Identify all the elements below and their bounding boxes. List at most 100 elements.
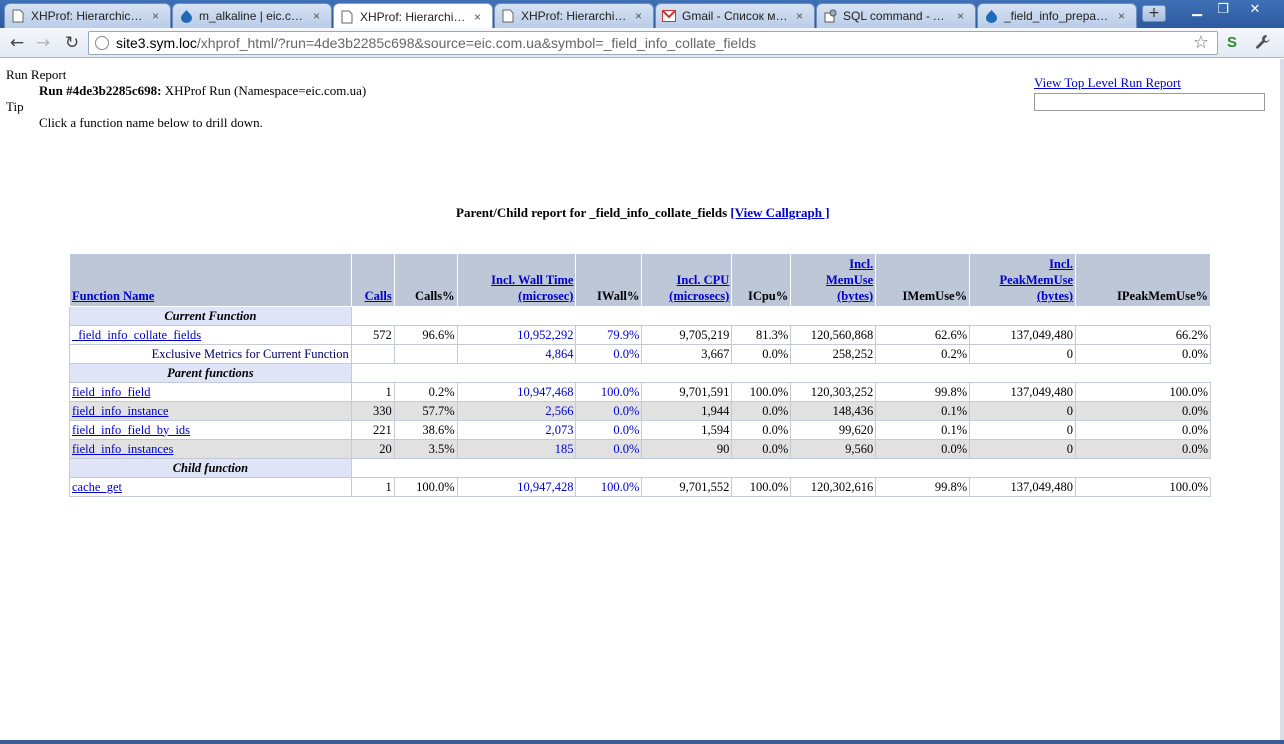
close-icon[interactable]: × xyxy=(313,9,321,23)
function-name-cell[interactable]: field_info_instance xyxy=(69,401,352,421)
tab-field-info[interactable]: _field_info_prepare... × xyxy=(977,3,1137,28)
icpu-pct-cell: 0.0% xyxy=(731,420,792,440)
header-ipeakmemuse-pct: IPeakMemUse% xyxy=(1075,253,1211,307)
header-incl-cpu[interactable]: Incl. CPU (microsecs) xyxy=(641,253,733,307)
address-bar[interactable]: site3.sym.loc/xhprof_html/?run=4de3b2285… xyxy=(88,31,1218,55)
function-name-cell[interactable]: field_info_instances xyxy=(69,439,352,459)
icpu-pct-cell: 100.0% xyxy=(731,382,792,402)
calls-pct-cell: 38.6% xyxy=(393,420,458,440)
vertical-scrollbar[interactable] xyxy=(1280,59,1284,740)
function-search-input[interactable] xyxy=(1034,93,1265,111)
url-host: site3.sym.loc xyxy=(116,35,197,51)
close-icon[interactable]: × xyxy=(474,9,482,24)
pmem-cell: 0 xyxy=(969,420,1077,440)
function-name-cell[interactable]: _field_info_collate_fields xyxy=(69,325,352,345)
tab-eic[interactable]: m_alkaline | eic.com... × xyxy=(172,3,332,28)
cpu-cell: 9,701,591 xyxy=(641,382,733,402)
iwall-pct-cell: 0.0% xyxy=(575,439,643,459)
close-icon[interactable]: × xyxy=(635,9,643,23)
tab-xhprof-active[interactable]: XHProf: Hierarchical ... × xyxy=(333,3,493,29)
view-top-level-link[interactable]: View Top Level Run Report xyxy=(1034,75,1181,90)
tab-adminer[interactable]: SQL command - Adm... × xyxy=(816,3,976,28)
restore-button[interactable]: ❐ xyxy=(1217,2,1229,17)
view-callgraph-link[interactable]: [View Callgraph ] xyxy=(730,205,830,220)
calls-cell xyxy=(350,344,395,364)
function-link: field_info_field xyxy=(72,384,151,399)
header-calls[interactable]: Calls xyxy=(350,253,395,307)
skype-extension-icon[interactable]: S xyxy=(1226,34,1237,51)
function-name-cell[interactable]: field_info_field_by_ids xyxy=(69,420,352,440)
header-calls-pct: Calls% xyxy=(393,253,458,307)
pmem-cell: 0 xyxy=(969,344,1077,364)
wall-cell: 4,864 xyxy=(456,344,577,364)
taskbar-edge xyxy=(0,740,1284,744)
section-label: Parent functions xyxy=(69,363,352,383)
minimize-button[interactable]: ▁ xyxy=(1192,2,1202,17)
tab-gmail[interactable]: Gmail - Список мыл... × xyxy=(655,3,815,28)
header-incl-wall-time[interactable]: Incl. Wall Time (microsec) xyxy=(456,253,577,307)
pmem-cell: 137,049,480 xyxy=(969,325,1077,345)
header-incl-peakmemuse[interactable]: Incl. PeakMemUse (bytes) xyxy=(969,253,1077,307)
close-icon[interactable]: × xyxy=(957,9,965,23)
tab-strip: XHProf: Hierarchical ... × m_alkaline | … xyxy=(0,0,1284,29)
pmem-cell: 137,049,480 xyxy=(969,382,1077,402)
parent-child-table: Function Name Calls Calls% Incl. Wall Ti… xyxy=(69,253,1211,497)
table-row: field_info_instances 20 3.5% 185 0.0% 90… xyxy=(69,439,1211,459)
function-name-cell[interactable]: field_info_field xyxy=(69,382,352,402)
tab-title: SQL command - Adm... xyxy=(843,9,951,23)
header-function-name[interactable]: Function Name xyxy=(69,253,352,307)
window-close-button[interactable]: ✕ xyxy=(1249,2,1261,17)
wall-cell: 10,952,292 xyxy=(456,325,577,345)
tab-title: XHProf: Hierarchical ... xyxy=(31,9,146,23)
imem-pct-cell: 99.8% xyxy=(875,382,971,402)
adminer-icon xyxy=(823,9,837,23)
iwall-pct-cell: 0.0% xyxy=(575,420,643,440)
imem-pct-cell: 0.1% xyxy=(875,420,971,440)
section-row-current: Current Function xyxy=(69,306,1211,326)
calls-pct-cell: 100.0% xyxy=(393,477,458,497)
cpu-cell: 9,705,219 xyxy=(641,325,733,345)
calls-pct-cell: 96.6% xyxy=(393,325,458,345)
function-link: field_info_instance xyxy=(72,403,169,418)
wrench-icon[interactable] xyxy=(1254,34,1272,52)
page-icon xyxy=(11,9,25,23)
run-report-label: Run Report xyxy=(6,67,67,82)
reload-button[interactable]: ↻ xyxy=(64,33,80,53)
exclusive-metrics-label: Exclusive Metrics for Current Function xyxy=(69,344,352,364)
ipmem-pct-cell: 0.0% xyxy=(1075,439,1211,459)
page-icon xyxy=(501,9,515,23)
table-row: field_info_field 1 0.2% 10,947,468 100.0… xyxy=(69,382,1211,402)
imem-pct-cell: 0.0% xyxy=(875,439,971,459)
ipmem-pct-cell: 0.0% xyxy=(1075,344,1211,364)
pmem-cell: 0 xyxy=(969,401,1077,421)
header-incl-memuse[interactable]: Incl. MemUse (bytes) xyxy=(790,253,877,307)
iwall-pct-cell: 100.0% xyxy=(575,382,643,402)
report-title: Parent/Child report for _field_info_coll… xyxy=(456,205,830,221)
close-icon[interactable]: × xyxy=(1118,9,1126,23)
new-tab-button[interactable]: + xyxy=(1142,5,1166,22)
calls-pct-cell: 0.2% xyxy=(393,382,458,402)
section-row-parents: Parent functions xyxy=(69,363,1211,383)
tab-xhprof-1[interactable]: XHProf: Hierarchical ... × xyxy=(4,3,171,28)
calls-pct-cell: 3.5% xyxy=(393,439,458,459)
cpu-cell: 90 xyxy=(641,439,733,459)
close-icon[interactable]: × xyxy=(152,9,160,23)
mem-cell: 258,252 xyxy=(790,344,877,364)
cpu-cell: 9,701,552 xyxy=(641,477,733,497)
icpu-pct-cell: 0.0% xyxy=(731,401,792,421)
icpu-pct-cell: 100.0% xyxy=(731,477,792,497)
globe-icon xyxy=(95,36,109,50)
bookmark-star-icon[interactable]: ☆ xyxy=(1192,32,1209,53)
cpu-cell: 1,594 xyxy=(641,420,733,440)
mem-cell: 120,303,252 xyxy=(790,382,877,402)
calls-cell: 1 xyxy=(350,477,395,497)
function-name-cell[interactable]: cache_get xyxy=(69,477,352,497)
close-icon[interactable]: × xyxy=(796,9,804,23)
table-header-row: Function Name Calls Calls% Incl. Wall Ti… xyxy=(69,253,1211,307)
tab-xhprof-3[interactable]: XHProf: Hierarchical ... × xyxy=(494,3,654,28)
iwall-pct-cell: 79.9% xyxy=(575,325,643,345)
mem-cell: 99,620 xyxy=(790,420,877,440)
forward-button[interactable]: → xyxy=(35,33,51,53)
back-button[interactable]: ← xyxy=(9,33,25,53)
table-row-current: _field_info_collate_fields 572 96.6% 10,… xyxy=(69,325,1211,345)
